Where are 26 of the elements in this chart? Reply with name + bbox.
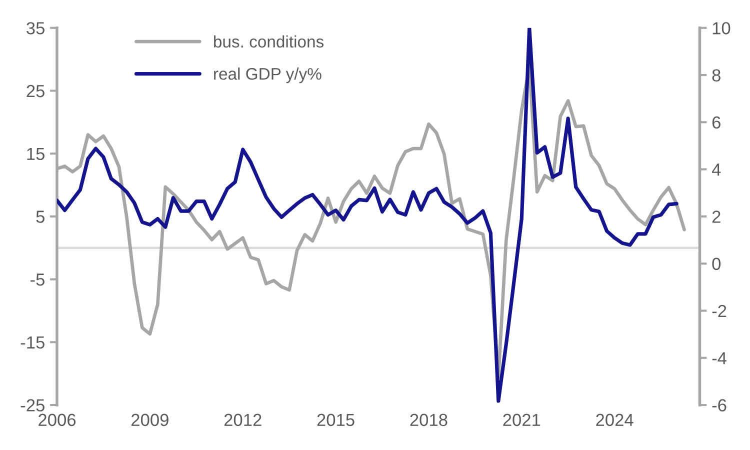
legend-label: bus. conditions [214,35,324,48]
x-tick-label: 2009 [131,414,168,426]
y-tick-label: -15 [20,336,44,349]
y-tick-label: 35 [26,22,44,34]
x-tick-label: 2018 [410,414,448,426]
y-tick-label: -5 [30,274,44,286]
y2-tick-label: 0 [712,258,721,270]
legend-label: real GDP y/y% [214,68,322,84]
y-tick-label: -25 [20,399,44,412]
y2-tick-label: 6 [712,116,720,129]
x-tick-label: 2024 [596,414,634,426]
y2-tick-label: -2 [712,304,726,318]
line-series [57,28,678,403]
x-tick-label: 2006 [38,414,76,426]
y-tick-label: 5 [36,210,44,223]
x-tick-label: 2015 [317,414,354,426]
y-tick-label: 15 [27,148,44,160]
y2-tick-label: 4 [712,164,721,176]
y2-tick-label: 10 [712,22,730,34]
x-tick-label: 2021 [503,414,540,426]
y2-tick-label: 2 [712,210,720,223]
y-tick-label: 25 [26,84,44,98]
y2-tick-label: -6 [712,399,726,412]
x-tick-label: 2012 [224,414,262,426]
y2-tick-label: -4 [712,352,726,364]
y2-tick-label: 8 [712,69,720,82]
